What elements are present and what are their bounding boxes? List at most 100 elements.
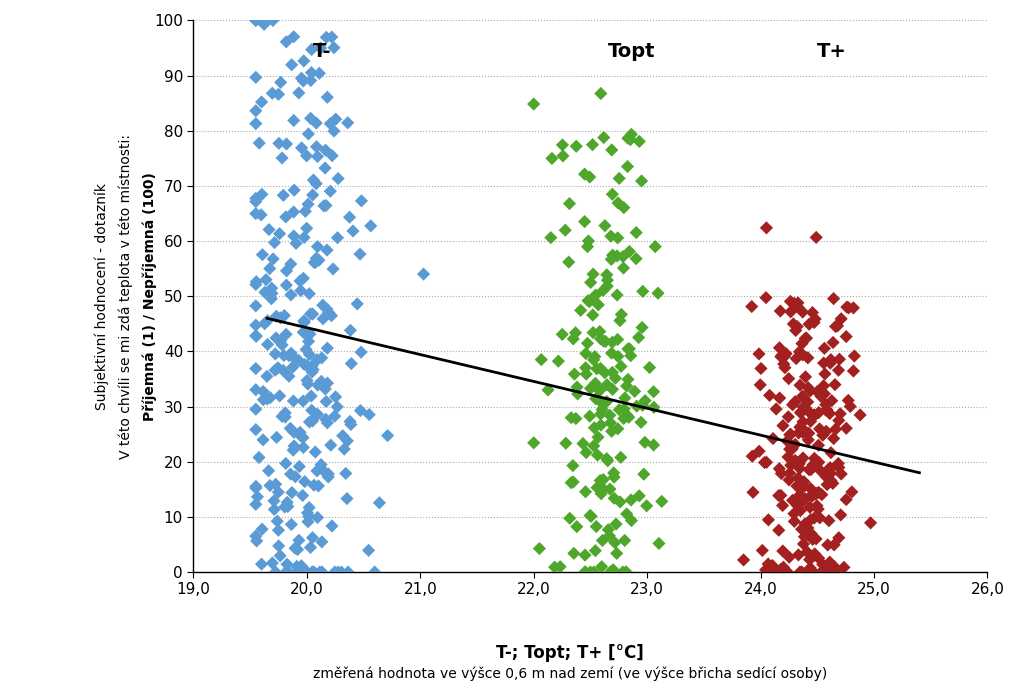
Point bbox=[310, 255, 327, 266]
Point bbox=[842, 401, 858, 412]
Point bbox=[566, 548, 582, 559]
Point bbox=[572, 305, 588, 316]
Point bbox=[281, 350, 297, 361]
Point bbox=[566, 368, 582, 379]
Point bbox=[794, 306, 810, 317]
Point bbox=[593, 397, 610, 408]
Point bbox=[284, 59, 300, 70]
Point bbox=[282, 469, 298, 479]
Point bbox=[324, 151, 340, 161]
Point bbox=[599, 379, 615, 390]
Point bbox=[615, 251, 631, 262]
Point bbox=[620, 133, 636, 144]
Point bbox=[292, 430, 308, 441]
Point bbox=[247, 208, 264, 219]
Point bbox=[649, 288, 666, 299]
Point bbox=[616, 202, 632, 213]
Point bbox=[569, 388, 585, 399]
Point bbox=[587, 378, 604, 389]
Point bbox=[299, 375, 316, 386]
Point bbox=[823, 358, 839, 368]
Point bbox=[619, 410, 635, 421]
Point bbox=[297, 206, 314, 217]
Point bbox=[304, 360, 321, 371]
Point bbox=[605, 384, 621, 395]
Point bbox=[790, 550, 806, 560]
Point bbox=[603, 567, 619, 577]
Point bbox=[343, 419, 359, 430]
Point bbox=[831, 415, 847, 426]
Point bbox=[286, 31, 302, 42]
Point bbox=[806, 513, 823, 524]
Point bbox=[317, 163, 333, 174]
Point bbox=[793, 497, 809, 508]
Point bbox=[302, 542, 319, 553]
Point bbox=[800, 352, 816, 363]
Point bbox=[795, 481, 811, 492]
Point bbox=[585, 354, 602, 365]
Point bbox=[247, 15, 264, 26]
Point bbox=[362, 221, 379, 232]
Point bbox=[596, 132, 612, 143]
Point bbox=[296, 359, 313, 370]
Point bbox=[783, 460, 799, 471]
Point bbox=[339, 493, 355, 504]
Point bbox=[828, 424, 844, 434]
Point bbox=[830, 321, 846, 332]
Point bbox=[821, 464, 837, 475]
Point bbox=[619, 161, 635, 172]
Point bbox=[617, 392, 633, 403]
Point bbox=[309, 151, 326, 162]
Point bbox=[633, 417, 649, 428]
Point bbox=[576, 567, 592, 577]
Point bbox=[292, 276, 308, 287]
Point bbox=[787, 396, 803, 407]
Point bbox=[816, 343, 833, 353]
Point bbox=[772, 392, 788, 403]
Point bbox=[585, 567, 602, 577]
Point bbox=[807, 313, 824, 324]
Point bbox=[769, 567, 785, 577]
Point bbox=[630, 332, 646, 343]
Point bbox=[305, 567, 322, 577]
Point bbox=[272, 390, 288, 401]
Point bbox=[826, 294, 842, 304]
Point bbox=[592, 334, 609, 345]
Point bbox=[303, 391, 320, 402]
Point bbox=[822, 556, 838, 567]
Point bbox=[775, 545, 791, 556]
Point bbox=[783, 306, 799, 317]
Point bbox=[808, 533, 825, 544]
Point bbox=[760, 558, 777, 569]
Point bbox=[309, 379, 326, 390]
Point bbox=[287, 543, 303, 554]
Point bbox=[805, 488, 822, 499]
Point bbox=[353, 347, 370, 358]
Point bbox=[611, 405, 627, 415]
Point bbox=[294, 490, 310, 501]
Point bbox=[833, 469, 849, 479]
Point bbox=[273, 77, 289, 88]
Point bbox=[780, 411, 796, 422]
Point bbox=[300, 516, 317, 527]
Point bbox=[780, 452, 796, 462]
Point bbox=[803, 464, 819, 475]
Point bbox=[776, 351, 792, 362]
Point bbox=[305, 479, 322, 490]
Point bbox=[628, 400, 644, 411]
Point bbox=[808, 232, 825, 243]
Point bbox=[320, 417, 336, 428]
Point bbox=[801, 464, 817, 475]
Point bbox=[634, 400, 651, 411]
Point bbox=[577, 567, 593, 577]
Point bbox=[268, 479, 284, 490]
Point bbox=[757, 292, 774, 303]
Point bbox=[827, 561, 843, 572]
Point bbox=[288, 238, 304, 249]
Point bbox=[336, 443, 352, 454]
Point bbox=[569, 521, 585, 532]
Point bbox=[262, 263, 278, 274]
Point bbox=[584, 139, 601, 150]
Point bbox=[285, 362, 301, 373]
Point bbox=[831, 533, 847, 543]
